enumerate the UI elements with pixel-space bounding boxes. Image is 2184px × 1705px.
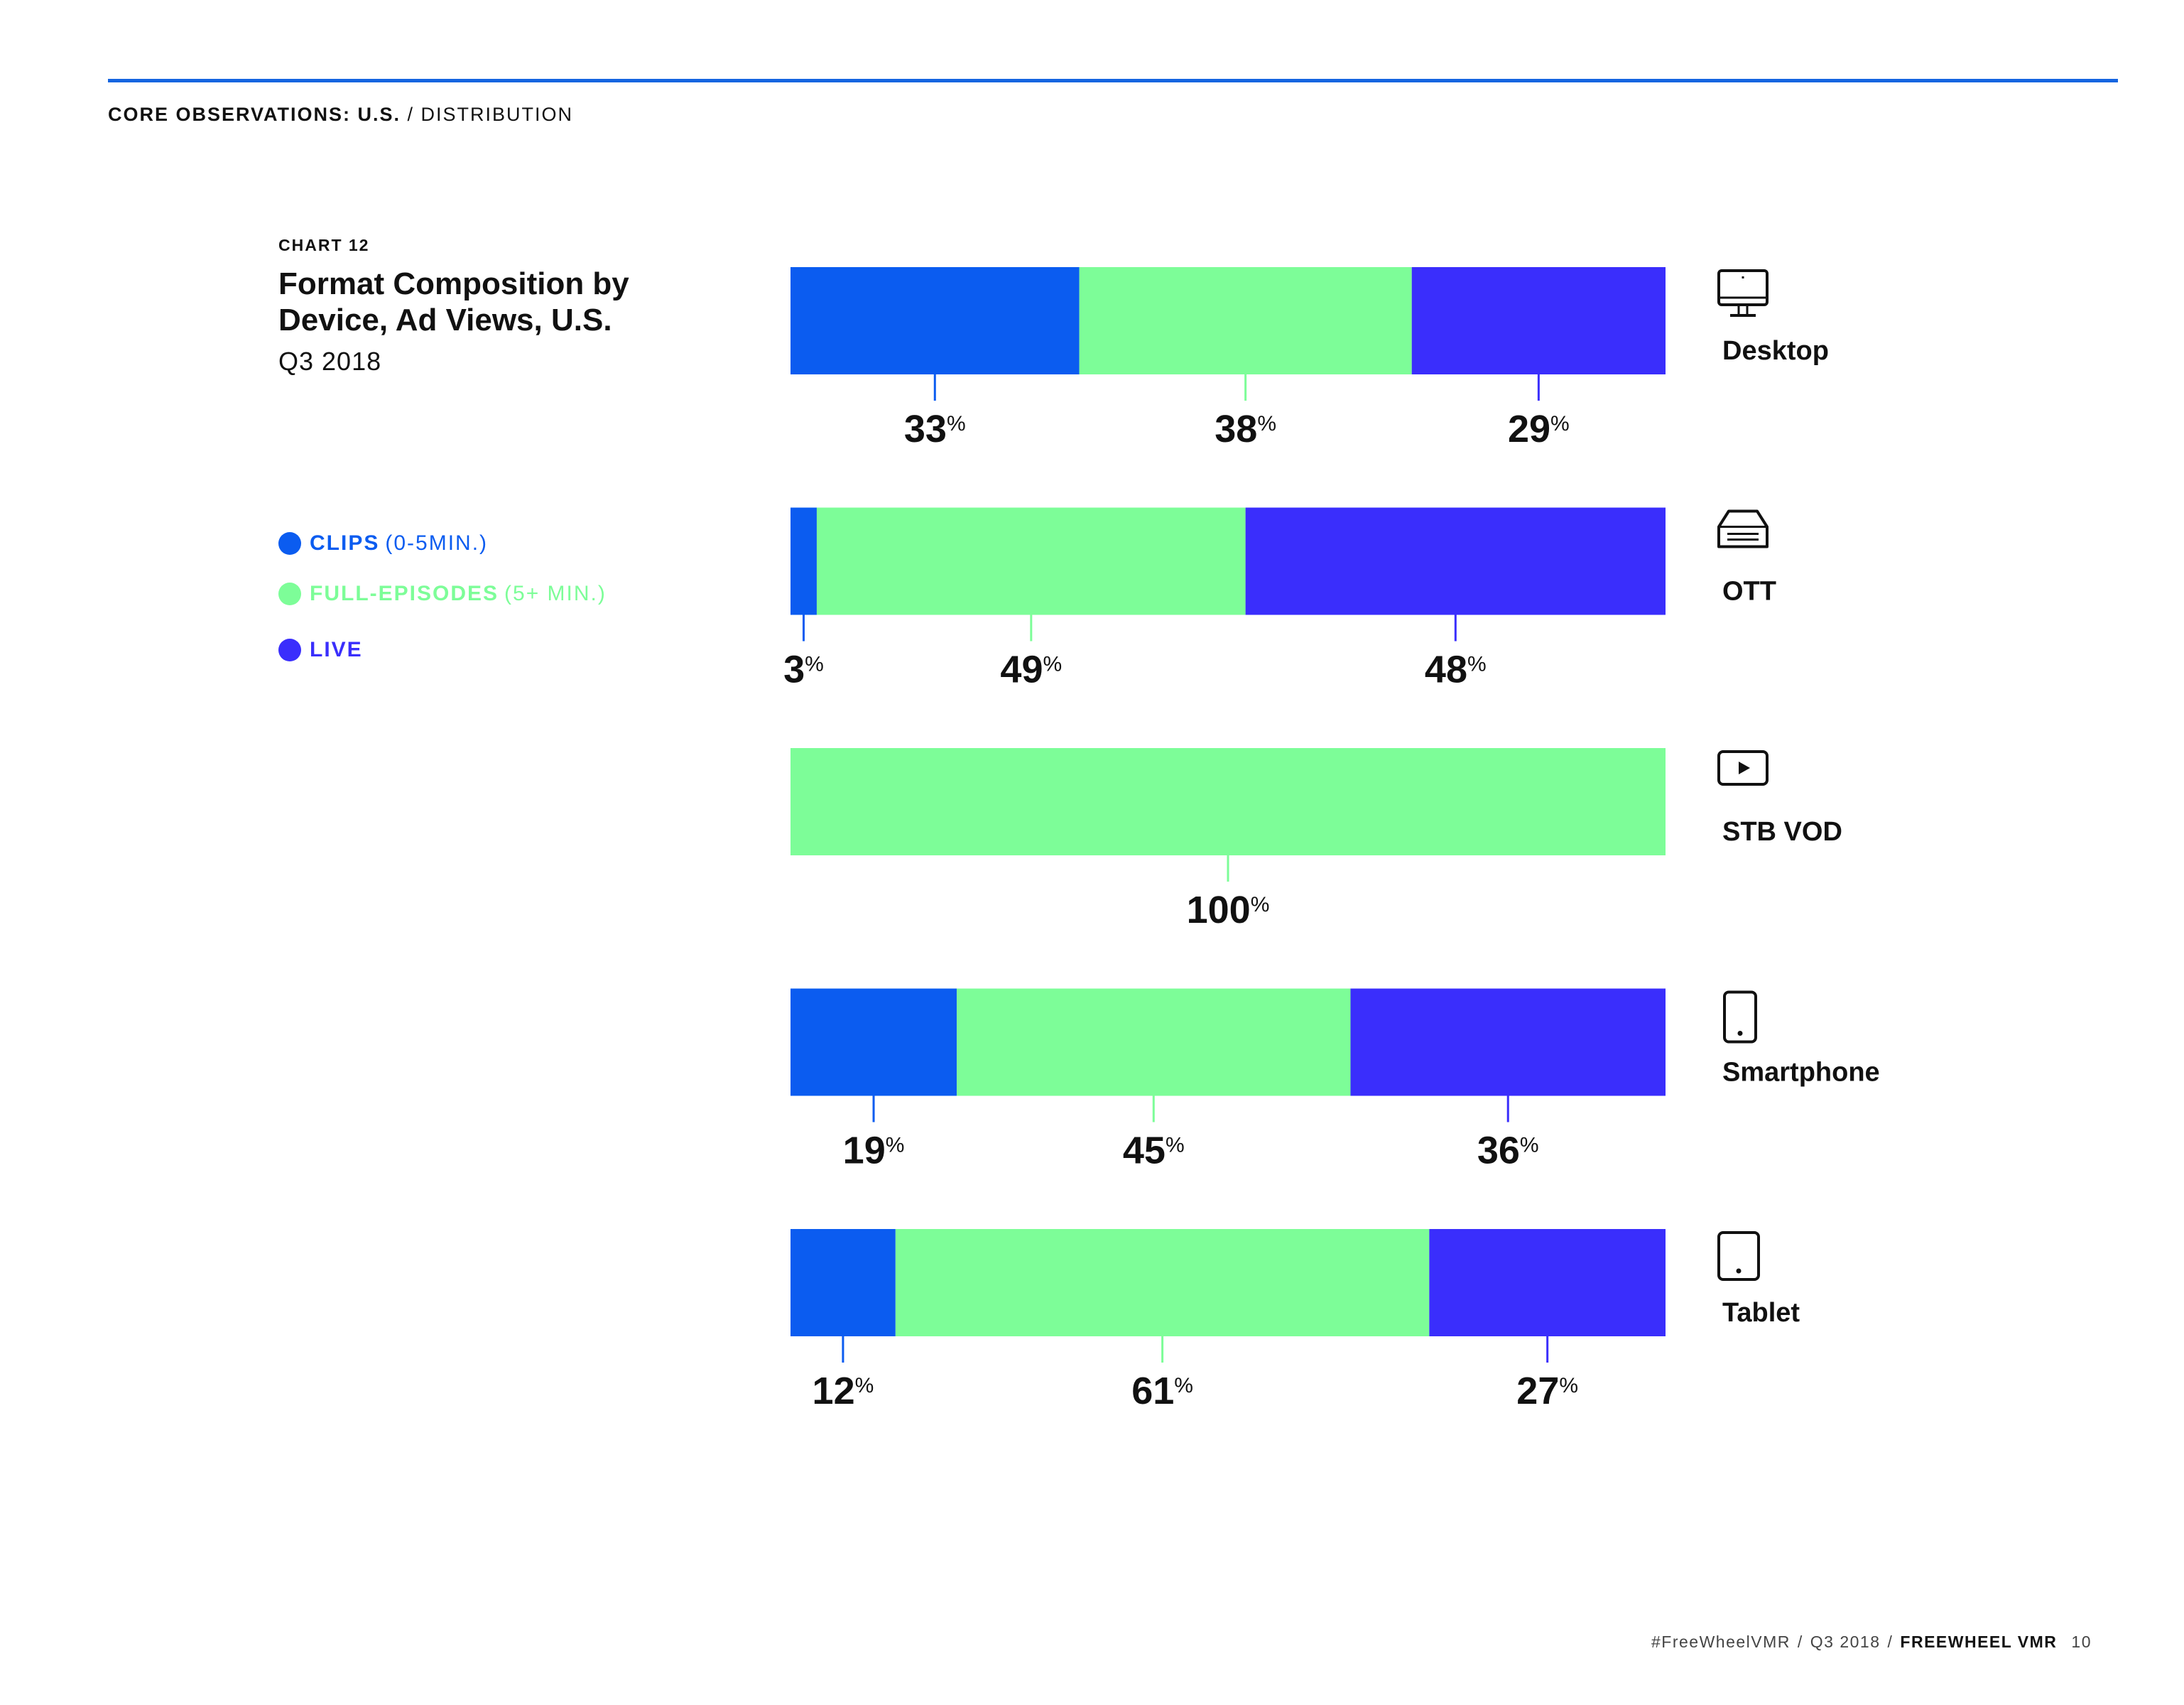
bar-segment-smartphone-clips <box>791 988 957 1096</box>
desktop-monitor-icon <box>1717 269 1769 317</box>
legend-label-live: LIVE <box>310 638 363 661</box>
data-label-tablet: 27% <box>1516 1370 1578 1412</box>
chart-number: CHART 12 <box>278 236 370 254</box>
data-label-smartphone: 36% <box>1477 1130 1539 1172</box>
bar-segment-ott-live <box>1245 507 1666 615</box>
section-title: CORE OBSERVATIONS: U.S. <box>108 104 401 125</box>
data-label-ott: 49% <box>1000 649 1062 691</box>
legend-item-clips: CLIPS (0-5MIN.) <box>278 531 488 556</box>
bar-segment-stb-vod-full <box>791 748 1666 855</box>
section-subtitle: / DISTRIBUTION <box>401 104 574 125</box>
bar-segment-smartphone-live <box>1350 988 1666 1096</box>
bar-segment-ott-clips <box>791 507 817 615</box>
footer-brand: FREEWHEEL VMR <box>1900 1633 2058 1651</box>
data-label-tablet: 61% <box>1131 1370 1193 1412</box>
legend-swatch-full-episodes <box>278 583 301 605</box>
smartphone-icon <box>1723 990 1757 1044</box>
legend-item-live: LIVE <box>278 638 363 662</box>
chart-subtitle: Q3 2018 <box>278 347 382 376</box>
data-label-smartphone: 19% <box>843 1130 905 1172</box>
legend-item-full-episodes: FULL-EPISODES (5+ MIN.) <box>278 582 607 606</box>
footer: #FreeWheelVMR / Q3 2018/FREEWHEEL VMR 10 <box>1651 1633 2092 1651</box>
play-screen-icon <box>1717 750 1769 786</box>
data-label-desktop: 29% <box>1508 408 1570 450</box>
legend-label-full-episodes: FULL-EPISODES <box>310 582 499 605</box>
category-label-ott: OTT <box>1722 577 1776 607</box>
category-label-stb-vod: STB VOD <box>1722 817 1842 847</box>
legend-note-clips: (0-5MIN.) <box>385 531 489 555</box>
category-label-smartphone: Smartphone <box>1722 1058 1880 1088</box>
data-label-tablet: 12% <box>813 1370 874 1412</box>
legend-swatch-live <box>278 639 301 661</box>
bar-segment-desktop-live <box>1411 267 1666 374</box>
data-label-smartphone: 45% <box>1123 1130 1185 1172</box>
bar-segment-tablet-live <box>1429 1229 1666 1336</box>
legend-label-clips: CLIPS <box>310 531 380 555</box>
section-header: CORE OBSERVATIONS: U.S. / DISTRIBUTION <box>108 104 573 126</box>
data-label-stb-vod: 100% <box>1187 889 1270 931</box>
legend-note-full-episodes: (5+ MIN.) <box>504 582 607 605</box>
data-label-desktop: 33% <box>904 408 966 450</box>
data-label-desktop: 38% <box>1215 408 1276 450</box>
data-label-ott: 3% <box>783 649 824 691</box>
bar-segment-desktop-clips <box>791 267 1080 374</box>
data-label-ott: 48% <box>1425 649 1487 691</box>
category-label-desktop: Desktop <box>1722 336 1829 366</box>
top-rule <box>108 79 2118 82</box>
footer-period: Q3 2018 <box>1810 1633 1881 1651</box>
category-label-tablet: Tablet <box>1722 1298 1800 1328</box>
bar-segment-smartphone-full <box>957 988 1351 1096</box>
bar-segment-tablet-full <box>895 1229 1430 1336</box>
footer-hashtag: #FreeWheelVMR <box>1651 1633 1791 1651</box>
bar-segment-tablet-clips <box>791 1229 896 1336</box>
bar-segment-desktop-full <box>1079 267 1412 374</box>
bar-segment-ott-full <box>816 507 1246 615</box>
chart-title: Format Composition by Device, Ad Views, … <box>278 266 629 337</box>
tablet-icon <box>1717 1231 1760 1281</box>
legend-swatch-clips <box>278 532 301 555</box>
page-number: 10 <box>2071 1633 2092 1651</box>
ott-box-icon <box>1717 509 1769 548</box>
